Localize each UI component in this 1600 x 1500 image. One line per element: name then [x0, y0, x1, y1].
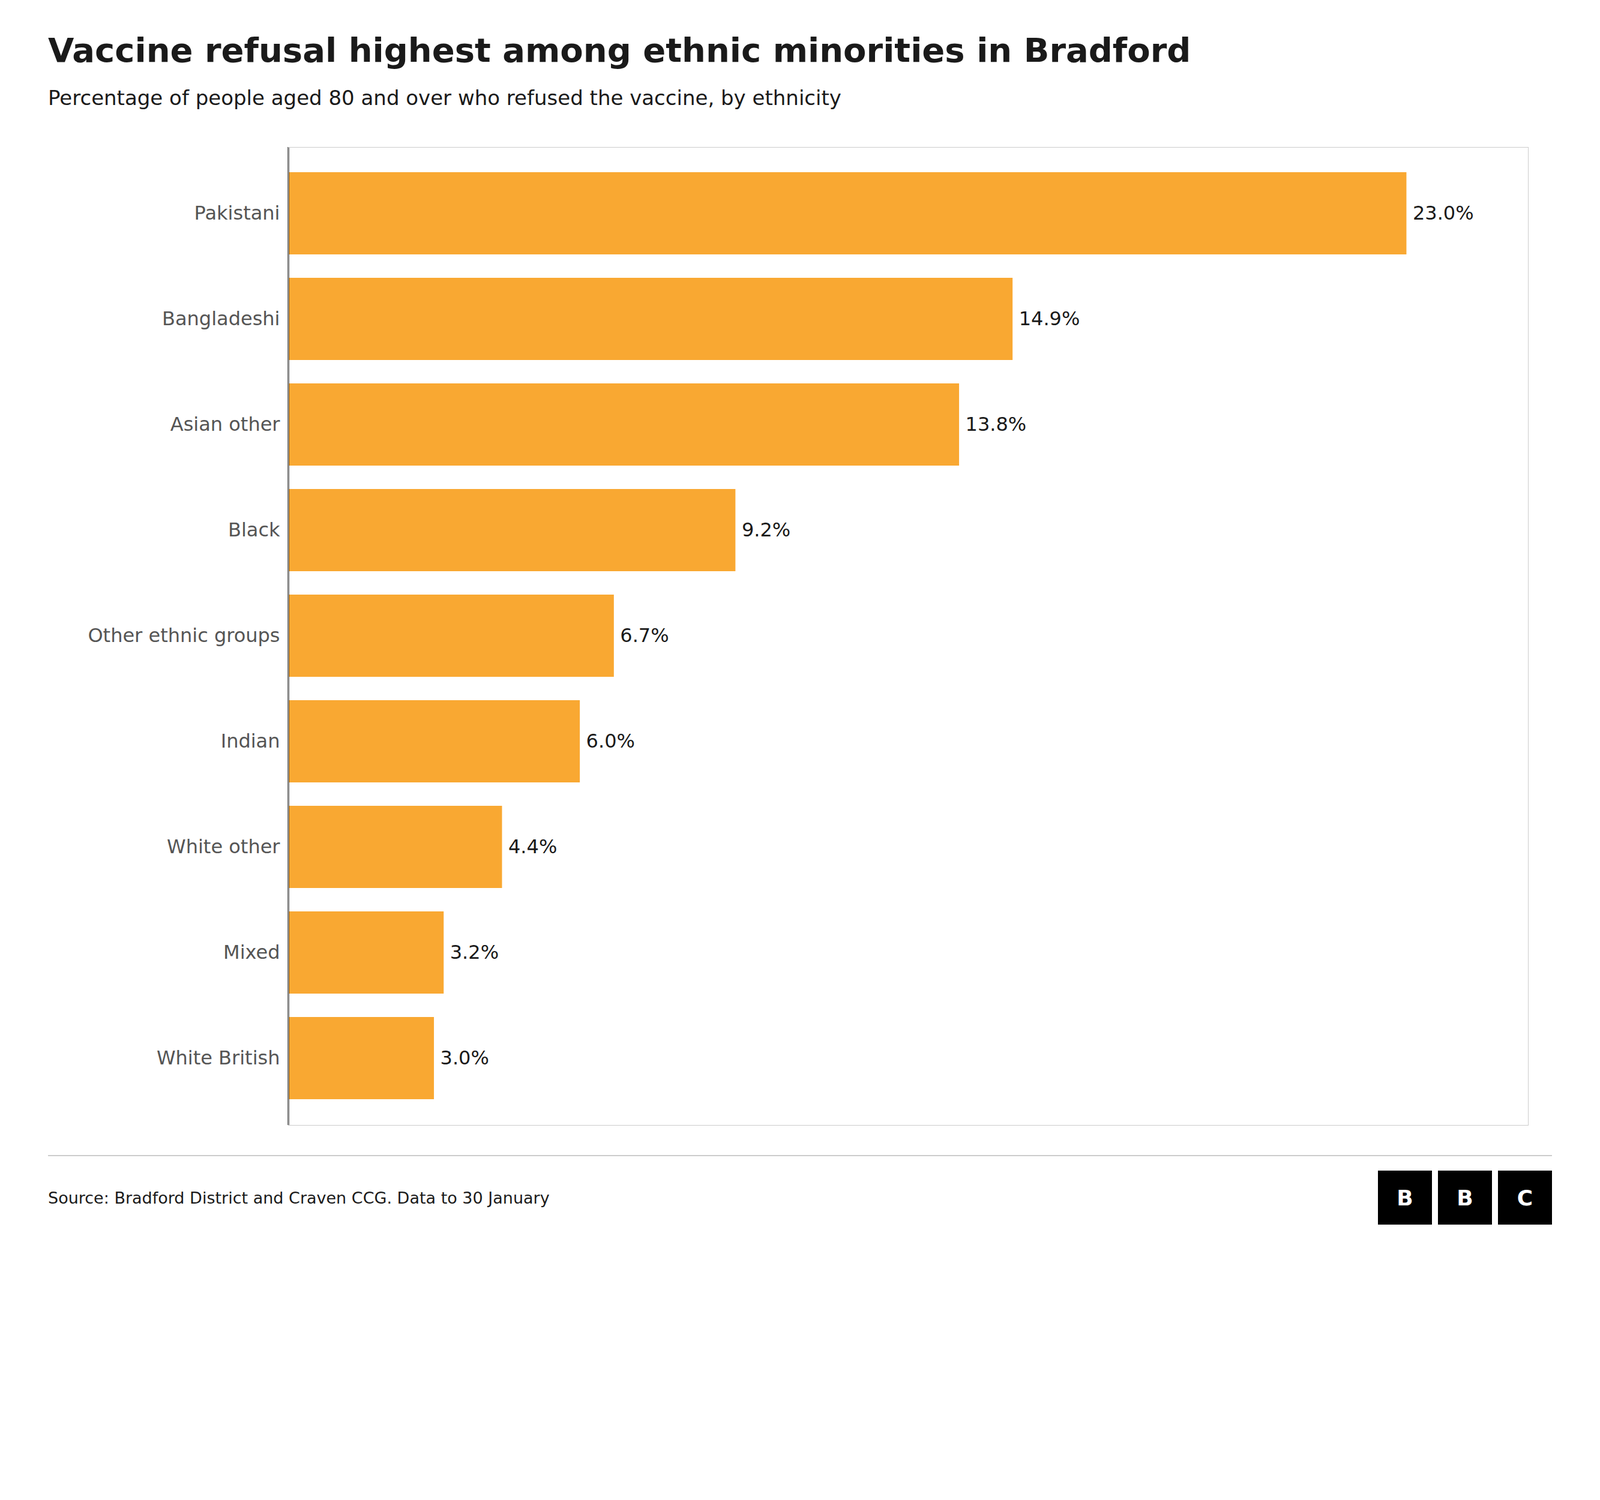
html-text:B: B	[1396, 1185, 1414, 1211]
html-text:Percentage of people aged 80 a: Percentage of people aged 80 and over wh…	[48, 85, 842, 110]
svg-text:6.0%: 6.0%	[586, 730, 635, 754]
svg-text:Indian: Indian	[220, 730, 281, 754]
svg-text:Mixed: Mixed	[223, 941, 280, 965]
svg-text:White other: White other	[166, 836, 281, 859]
html-text:Vaccine refusal highest among: Vaccine refusal highest among ethnic min…	[48, 30, 1191, 70]
html-text:Source: Bradford District and: Source: Bradford District and Craven CCG…	[48, 1188, 550, 1208]
html-text:B: B	[1456, 1185, 1474, 1211]
svg-text:White British: White British	[156, 1047, 281, 1071]
svg-text:Other ethnic groups: Other ethnic groups	[87, 624, 280, 648]
svg-text:13.8%: 13.8%	[965, 413, 1027, 437]
svg-text:6.7%: 6.7%	[619, 624, 669, 648]
svg-text:3.0%: 3.0%	[440, 1047, 490, 1071]
svg-text:4.4%: 4.4%	[508, 836, 557, 859]
svg-text:Pakistani: Pakistani	[194, 202, 281, 226]
svg-text:Black: Black	[228, 519, 281, 542]
svg-text:Asian other: Asian other	[170, 413, 281, 437]
svg-text:9.2%: 9.2%	[741, 519, 791, 542]
svg-text:3.2%: 3.2%	[450, 941, 499, 965]
svg-text:Bangladeshi: Bangladeshi	[162, 307, 281, 331]
svg-text:14.9%: 14.9%	[1019, 307, 1081, 331]
svg-text:23.0%: 23.0%	[1412, 202, 1474, 226]
html-text:C: C	[1517, 1185, 1533, 1211]
